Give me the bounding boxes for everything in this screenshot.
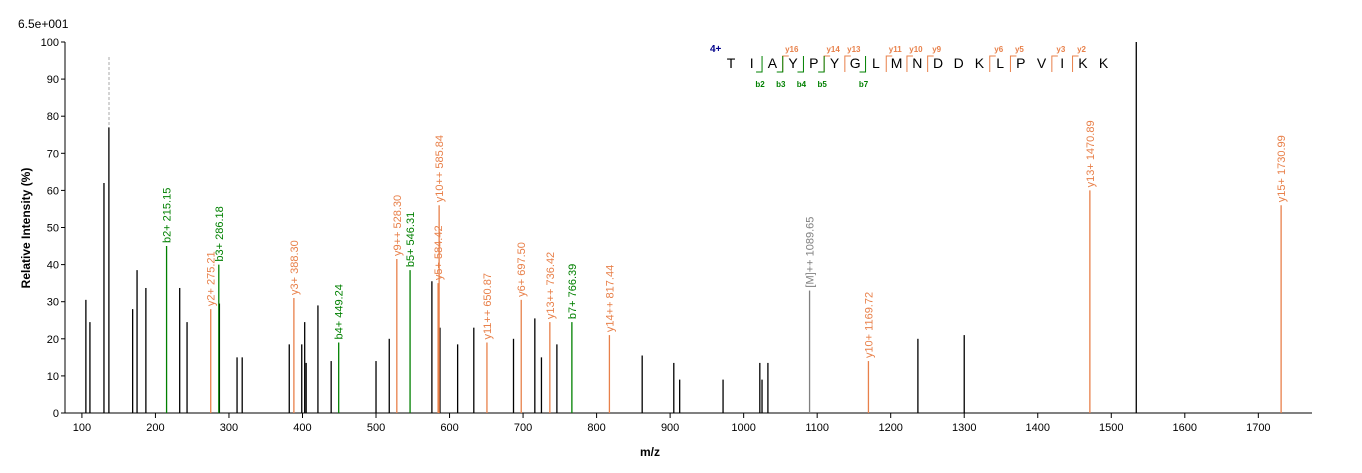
- residue: P: [809, 55, 818, 71]
- x-tick-label: 900: [661, 422, 679, 434]
- peak-label: b7+ 766.39: [567, 264, 579, 319]
- peak-label: y15+ 1730.99: [1276, 135, 1288, 202]
- y-tick-label: 90: [47, 74, 59, 86]
- peak-label: y14++ 817.44: [604, 265, 616, 332]
- b-ion-label: b7: [859, 80, 869, 89]
- peak-label: b4+ 449.24: [334, 284, 346, 339]
- peak-label: y9++ 528.30: [392, 195, 404, 256]
- b-ion-bracket: [797, 56, 804, 73]
- y-ion-label: y13: [847, 45, 861, 54]
- residue: D: [933, 55, 943, 71]
- y-tick-label: 40: [47, 260, 59, 272]
- y-ion-label: y6: [994, 45, 1003, 54]
- residue: D: [954, 55, 964, 71]
- residue: I: [1060, 55, 1064, 71]
- residue: V: [1037, 55, 1047, 71]
- peak-label: y5+ 584.42: [433, 225, 445, 280]
- b-ion-bracket: [776, 56, 784, 73]
- x-axis-title: m/z: [640, 445, 660, 459]
- x-tick-label: 800: [587, 422, 605, 434]
- x-tick-label: 1100: [805, 422, 829, 434]
- x-tick-label: 1500: [1099, 422, 1123, 434]
- peak-label: y3+ 388.30: [289, 240, 301, 295]
- y-axis-title: Relative Intensity (%): [19, 168, 33, 289]
- residue: P: [1016, 55, 1025, 71]
- y-tick-label: 10: [47, 371, 59, 383]
- y-ion-label: y11: [889, 45, 902, 54]
- residue: M: [891, 55, 903, 71]
- y-ion-label: y3: [1056, 45, 1065, 54]
- y-ion-label: y2: [1077, 45, 1086, 54]
- x-tick-label: 1700: [1246, 422, 1270, 434]
- residue: K: [1078, 55, 1088, 71]
- y-tick-label: 70: [47, 148, 59, 160]
- peak-label: y6+ 697.50: [516, 242, 528, 297]
- residue: N: [912, 55, 922, 71]
- residue: Y: [830, 55, 840, 71]
- residue: L: [996, 55, 1004, 71]
- b-ion-label: b2: [755, 80, 765, 89]
- b-ion-bracket: [859, 56, 867, 73]
- peak-label: y10++ 585.84: [434, 135, 446, 202]
- x-tick-label: 700: [514, 422, 532, 434]
- x-tick-label: 1300: [952, 422, 976, 434]
- residue: A: [768, 55, 778, 71]
- scale-label: 6.5e+001: [18, 17, 69, 31]
- x-tick-label: 1400: [1026, 422, 1050, 434]
- b-ion-label: b3: [776, 80, 786, 89]
- x-tick-label: 200: [146, 422, 164, 434]
- y-ion-bracket: [844, 55, 851, 72]
- residue: I: [750, 55, 754, 71]
- x-tick-label: 1000: [731, 422, 755, 434]
- y-ion-bracket: [1051, 55, 1058, 72]
- y-tick-label: 0: [53, 408, 59, 420]
- y-tick-label: 50: [47, 223, 59, 235]
- residue: Y: [788, 55, 798, 71]
- x-tick-label: 100: [73, 422, 91, 434]
- y-ion-bracket: [989, 55, 996, 72]
- b-ion-bracket: [818, 56, 825, 73]
- b-ion-label: b5: [817, 80, 827, 89]
- y-ion-label: y10: [909, 45, 923, 54]
- b-ion-bracket: [756, 56, 763, 73]
- y-tick-label: 20: [47, 334, 59, 346]
- peak-label: y2+ 275.21: [206, 251, 218, 306]
- residue: L: [872, 55, 880, 71]
- peak-label: b3+ 286.18: [214, 206, 226, 261]
- y-tick-label: 60: [47, 185, 59, 197]
- residue: K: [1099, 55, 1109, 71]
- y-ion-bracket: [885, 55, 893, 72]
- y-tick-label: 30: [47, 297, 59, 309]
- y-tick-label: 100: [41, 37, 59, 49]
- y-ion-label: y16: [785, 45, 799, 54]
- x-tick-label: 500: [367, 422, 385, 434]
- x-tick-label: 1600: [1173, 422, 1197, 434]
- residue: T: [727, 55, 736, 71]
- peak-label: b5+ 546.31: [405, 212, 417, 267]
- peak-label: y11++ 650.87: [482, 273, 494, 339]
- y-ion-label: y14: [826, 45, 840, 54]
- b-ion-label: b4: [797, 80, 807, 89]
- x-tick-label: 300: [220, 422, 238, 434]
- x-tick-label: 400: [293, 422, 311, 434]
- y-ion-bracket: [906, 55, 913, 72]
- charge-state: 4+: [710, 44, 722, 55]
- peak-label: b2+ 215.15: [162, 188, 174, 243]
- peak-label: y10+ 1169.72: [863, 292, 875, 358]
- peak-label: y13+ 1470.89: [1085, 120, 1097, 187]
- residue: G: [850, 55, 861, 71]
- y-ion-bracket: [1072, 55, 1079, 72]
- x-tick-label: 1200: [878, 422, 902, 434]
- y-ion-label: y5: [1015, 45, 1024, 54]
- residue: K: [975, 55, 985, 71]
- y-ion-label: y9: [932, 45, 941, 54]
- x-tick-label: 600: [440, 422, 458, 434]
- peak-label: [M]++ 1089.65: [805, 217, 817, 288]
- y-ion-bracket: [927, 55, 934, 72]
- y-ion-bracket: [1009, 55, 1017, 72]
- y-tick-label: 80: [47, 111, 59, 123]
- peak-label: y13++ 736.42: [545, 252, 557, 319]
